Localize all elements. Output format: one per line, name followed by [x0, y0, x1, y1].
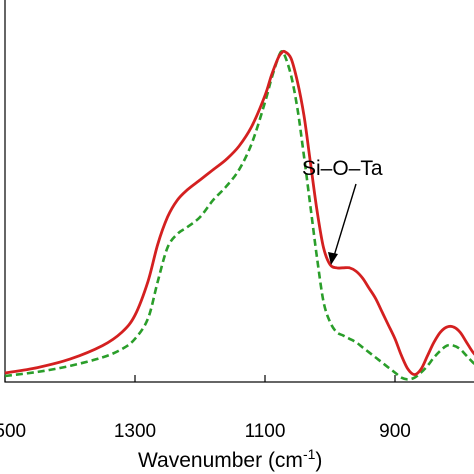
series-layer	[4, 49, 474, 381]
x-tick-label-1100: 1100	[245, 421, 286, 442]
x-axis-ticks: 150013001100900700	[0, 375, 411, 442]
x-axis-title-superscript: -1	[303, 446, 316, 462]
x-tick-label-900: 900	[379, 421, 411, 442]
annotation-arrowhead	[328, 252, 338, 265]
annotation-si-o-ta-label: Si–O–Ta	[302, 157, 383, 180]
x-axis-title-close: )	[315, 449, 322, 472]
annotation-arrow	[333, 183, 357, 257]
annotation-layer: Si–O–Ta	[302, 157, 383, 265]
series-line-solid-red	[4, 49, 474, 376]
plot-frame	[4, 0, 474, 383]
x-axis-title: Wavenumber (cm-1)	[138, 446, 322, 472]
x-axis-title-main: Wavenumber (cm	[138, 449, 303, 472]
x-tick-label-1300: 1300	[114, 421, 156, 442]
x-tick-label-1500: 1500	[0, 421, 26, 442]
series-line-dashed-green	[4, 49, 474, 381]
